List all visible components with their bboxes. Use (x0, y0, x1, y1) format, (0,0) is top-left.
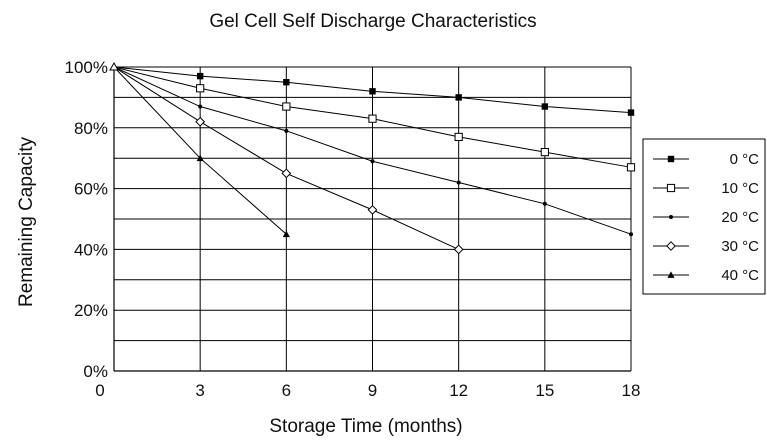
legend-item: 20 °C (653, 209, 759, 226)
data-point (284, 128, 289, 133)
axes: 0% 20% 40% 60% 80% 100% 0 3 6 9 12 15 18 (65, 58, 641, 400)
x-tick-label: 0 (95, 381, 104, 400)
legend: 0 °C 10 °C 20 °C 30 °C 40 °C (642, 138, 766, 295)
data-point (455, 94, 462, 101)
series-4 (113, 66, 290, 238)
x-tick-label: 3 (195, 381, 204, 400)
legend-item: 0 °C (653, 151, 759, 168)
x-axis-label: Storage Time (months) (269, 416, 462, 437)
legend-label: 30 °C (721, 238, 759, 255)
data-point (540, 148, 549, 157)
series-2 (113, 66, 633, 237)
legend-label: 0 °C (730, 151, 760, 168)
data-point (370, 159, 375, 164)
data-point (196, 72, 204, 80)
legend-item: 40 °C (653, 267, 759, 284)
x-tick-label: 6 (282, 381, 291, 400)
data-point (541, 103, 549, 110)
y-tick-label: 100% (65, 58, 108, 77)
data-point (627, 109, 635, 116)
grid (114, 66, 632, 371)
data-point (283, 79, 290, 86)
data-point (629, 232, 633, 237)
series-lines (109, 61, 636, 255)
y-tick-label: 60% (74, 180, 108, 199)
data-point (666, 183, 676, 193)
y-axis-label: Remaining Capacity (16, 136, 37, 307)
data-point (195, 116, 206, 127)
data-point (281, 168, 292, 179)
data-point (369, 88, 376, 95)
data-point (626, 163, 636, 172)
chart-title: Gel Cell Self Discharge Characteristics (209, 11, 536, 32)
data-point (282, 102, 291, 111)
series-3 (113, 66, 464, 255)
series-1 (113, 66, 636, 172)
legend-item: 30 °C (653, 238, 759, 255)
data-point (367, 204, 378, 215)
data-point (196, 84, 205, 93)
data-point (454, 132, 463, 142)
data-point (282, 230, 290, 238)
legend-label: 10 °C (721, 180, 759, 197)
data-point (666, 241, 676, 251)
data-point (196, 154, 204, 162)
data-point (368, 114, 377, 123)
data-point (542, 201, 547, 206)
start-point-marker (109, 61, 119, 71)
y-tick-label: 40% (74, 240, 108, 259)
y-tick-label: 20% (74, 301, 108, 320)
x-tick-label: 18 (622, 381, 641, 400)
series-0 (113, 66, 635, 116)
legend-item: 10 °C (653, 180, 759, 197)
x-tick-label: 9 (368, 381, 377, 400)
data-point (453, 244, 464, 255)
legend-label: 20 °C (721, 209, 759, 226)
x-tick-label: 15 (535, 381, 554, 400)
legend-label: 40 °C (721, 267, 759, 284)
y-tick-label: 80% (74, 119, 108, 138)
data-point (198, 104, 203, 109)
data-point (456, 180, 461, 185)
y-tick-label: 0% (83, 362, 108, 381)
data-point (667, 271, 675, 278)
data-point (667, 155, 675, 163)
data-point (669, 215, 673, 219)
x-tick-label: 12 (449, 381, 468, 400)
